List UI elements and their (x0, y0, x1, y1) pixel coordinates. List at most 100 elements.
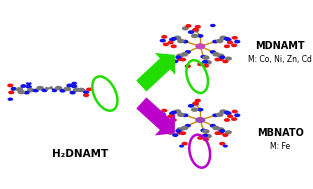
Circle shape (219, 55, 225, 59)
Text: M: Co, Ni, Zn, Cd: M: Co, Ni, Zn, Cd (248, 55, 312, 64)
Circle shape (26, 82, 32, 85)
Circle shape (71, 82, 77, 85)
Circle shape (218, 131, 224, 135)
Circle shape (169, 112, 175, 115)
Circle shape (195, 117, 205, 123)
Circle shape (197, 62, 203, 66)
Circle shape (18, 90, 25, 94)
Circle shape (191, 107, 198, 112)
Circle shape (180, 58, 186, 61)
Circle shape (210, 50, 216, 54)
Circle shape (167, 114, 174, 118)
Circle shape (78, 88, 85, 92)
Circle shape (20, 84, 27, 88)
Text: MDNAMT: MDNAMT (255, 41, 305, 51)
Circle shape (225, 112, 232, 115)
Circle shape (171, 37, 177, 41)
Circle shape (7, 84, 13, 87)
Circle shape (23, 91, 30, 94)
Circle shape (197, 34, 203, 38)
Circle shape (224, 44, 230, 48)
Circle shape (192, 28, 199, 32)
Circle shape (46, 85, 50, 87)
Circle shape (227, 114, 233, 118)
Circle shape (41, 88, 48, 92)
Circle shape (222, 133, 228, 137)
Circle shape (181, 52, 188, 57)
Circle shape (11, 87, 17, 91)
Circle shape (16, 87, 23, 92)
Circle shape (64, 87, 71, 91)
Circle shape (83, 90, 89, 94)
Circle shape (231, 43, 237, 47)
Circle shape (203, 64, 209, 68)
Circle shape (66, 84, 73, 87)
Circle shape (212, 52, 220, 57)
Circle shape (195, 99, 201, 102)
Circle shape (212, 126, 220, 130)
Circle shape (83, 93, 89, 97)
Circle shape (225, 57, 232, 61)
Circle shape (185, 64, 191, 68)
Circle shape (51, 88, 57, 92)
Circle shape (195, 25, 201, 29)
Circle shape (8, 98, 13, 101)
Circle shape (177, 112, 185, 117)
Circle shape (219, 109, 227, 114)
Circle shape (71, 84, 77, 88)
Circle shape (185, 24, 192, 28)
Circle shape (182, 40, 188, 43)
Text: H₂DNAMT: H₂DNAMT (52, 149, 108, 159)
Circle shape (185, 124, 191, 128)
Circle shape (210, 124, 216, 128)
Circle shape (225, 38, 232, 42)
Circle shape (179, 145, 184, 148)
Circle shape (181, 126, 188, 130)
Circle shape (55, 86, 62, 90)
Circle shape (48, 89, 52, 92)
Circle shape (202, 129, 210, 134)
Circle shape (177, 39, 185, 43)
Circle shape (8, 91, 14, 94)
Circle shape (163, 43, 169, 46)
Circle shape (172, 133, 178, 137)
Circle shape (200, 55, 207, 59)
Circle shape (161, 109, 167, 112)
Circle shape (175, 129, 182, 133)
Circle shape (45, 86, 53, 91)
Circle shape (160, 39, 166, 43)
Circle shape (169, 38, 175, 42)
Circle shape (223, 145, 228, 148)
Circle shape (216, 112, 223, 117)
Circle shape (217, 53, 224, 58)
Circle shape (224, 118, 230, 122)
Circle shape (73, 88, 80, 92)
Circle shape (202, 60, 208, 64)
Circle shape (234, 113, 240, 117)
Circle shape (200, 129, 207, 132)
Circle shape (182, 113, 188, 117)
Circle shape (219, 142, 225, 146)
Circle shape (219, 129, 225, 133)
Circle shape (224, 111, 230, 114)
Circle shape (231, 117, 237, 121)
Circle shape (33, 89, 39, 92)
Circle shape (26, 85, 32, 89)
Circle shape (192, 28, 199, 33)
Circle shape (216, 39, 223, 43)
Circle shape (171, 118, 177, 122)
Text: M: Fe: M: Fe (270, 142, 290, 151)
Circle shape (69, 91, 76, 94)
Circle shape (225, 130, 232, 134)
Circle shape (188, 30, 194, 34)
Circle shape (217, 127, 224, 132)
Circle shape (197, 136, 203, 140)
Circle shape (202, 55, 210, 60)
Circle shape (234, 40, 240, 43)
Circle shape (161, 35, 167, 39)
Circle shape (174, 36, 181, 40)
Circle shape (210, 24, 216, 27)
Circle shape (222, 60, 228, 63)
Circle shape (180, 131, 186, 135)
Text: MBNATO: MBNATO (257, 128, 304, 138)
